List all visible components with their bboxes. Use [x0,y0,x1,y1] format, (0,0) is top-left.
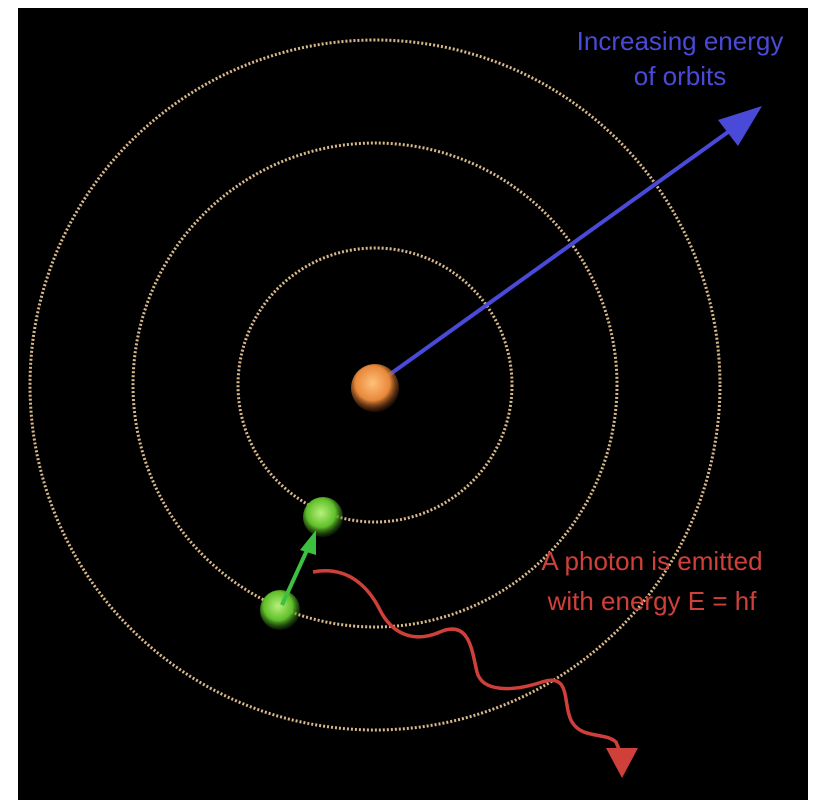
photon-label: A photon is emitted [541,546,762,576]
energy-arrowhead [718,106,762,146]
energy-label: Increasing energy [577,26,784,56]
transition-arrow [280,547,310,606]
electron-final [303,497,343,537]
background [18,8,808,800]
orbit-2 [131,141,619,629]
photon-arrowhead [606,748,638,778]
energy-label: of orbits [634,61,727,91]
orbit-1 [236,246,514,524]
orbit-3 [28,38,722,732]
photon-label: with energy E = hf [547,586,758,616]
transition-arrowhead [300,530,316,555]
energy-arrow [380,125,737,382]
orbits [28,38,722,732]
photon-wave [312,569,622,753]
nucleus [351,364,399,412]
electron-initial [260,590,300,630]
